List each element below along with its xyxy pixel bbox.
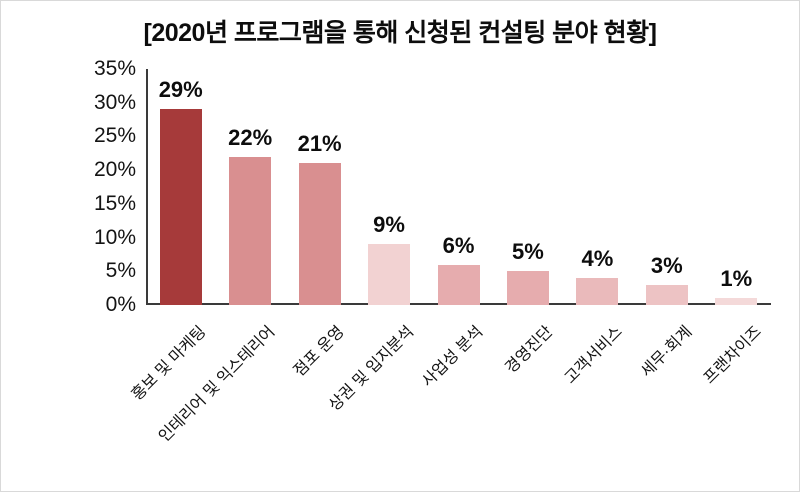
bar: [159, 109, 202, 305]
bar: [298, 163, 341, 305]
category-label: 경영진단: [502, 323, 557, 377]
bar: [368, 244, 411, 305]
y-axis-tick-label: 35%: [93, 57, 136, 80]
bar-value-label: 6%: [442, 232, 475, 258]
y-axis-tick-label: 30%: [93, 90, 136, 114]
bar-value-label: 1%: [720, 266, 753, 292]
bar: [437, 264, 480, 305]
y-axis-tick-label: 5%: [105, 259, 136, 283]
bar-value-label: 22%: [228, 124, 273, 150]
bar-chart: 0% 5% 10% 15% 20% 25% 30% 35% 29% 홍보 및 마케팅 22% 인테리어…: [1, 49, 799, 491]
category-label: 점포 운영: [291, 323, 348, 381]
bar: [506, 271, 549, 305]
bar-value-label: 5%: [512, 239, 544, 265]
category-label: 고객서비스: [561, 323, 626, 388]
y-axis-tick-label: 0%: [105, 293, 136, 316]
bar: [645, 284, 688, 305]
bar-value-label: 21%: [297, 131, 342, 157]
y-axis-tick-label: 15%: [93, 191, 136, 215]
y-axis-tick-label: 10%: [93, 225, 136, 249]
category-label: 프랜차이즈: [700, 323, 765, 388]
bar-value-label: 4%: [581, 246, 614, 272]
bar-value-label: 9%: [373, 212, 405, 238]
category-label: 세무·회계: [637, 323, 696, 381]
category-label: 인테리어 및 익스테리어: [156, 323, 279, 446]
y-axis-tick-label: 25%: [93, 124, 136, 148]
bar: [715, 298, 758, 305]
y-axis-tick-label: 20%: [93, 158, 136, 182]
chart-title: [2020년 프로그램을 통해 신청된 컨설팅 분야 현황]: [143, 19, 657, 47]
bar-value-label: 29%: [158, 77, 203, 103]
bar-value-label: 3%: [650, 252, 683, 278]
bar: [229, 156, 272, 305]
bar: [576, 278, 619, 305]
category-label: 사업성 분석: [419, 323, 487, 391]
